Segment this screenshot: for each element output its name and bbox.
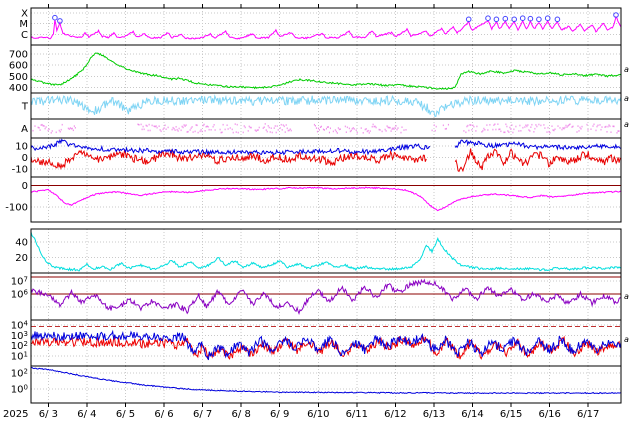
y-tick-label: 500 <box>9 72 28 83</box>
right-edge-mark: a <box>624 94 629 103</box>
panel-panel-t: T <box>21 92 622 120</box>
y-tick-label: -100 <box>5 203 28 214</box>
right-edge-mark: a <box>624 65 629 74</box>
y-tick-label: 103 <box>11 330 28 342</box>
y-tick-label: 700 <box>9 49 28 60</box>
series-cyan-index <box>30 231 622 272</box>
flare-event-marker-icon <box>613 12 619 18</box>
panel-panel-a: A <box>21 118 622 139</box>
panel-border <box>30 44 622 94</box>
x-tick-label: 6/ 9 <box>270 409 289 420</box>
y-tick-label: 100 <box>11 384 28 396</box>
x-tick-label: 6/10 <box>307 409 329 420</box>
series-dst <box>30 186 622 212</box>
y-tick-label: 600 <box>9 61 28 72</box>
y-tick-label: 40 <box>15 238 28 249</box>
right-edge-mark: a <box>624 335 629 344</box>
y-tick-label: M <box>19 19 28 30</box>
series-t-band <box>30 94 622 117</box>
x-tick-label: 6/ 5 <box>116 409 135 420</box>
flare-event-marker-icon <box>511 16 518 23</box>
y-tick-label: 102 <box>11 368 28 380</box>
panel-imf: 100-10 <box>12 137 622 178</box>
panel-dst: 0 -100 <box>5 176 622 223</box>
panel-border <box>30 176 622 223</box>
flare-event-marker-icon <box>544 15 551 22</box>
flare-event-marker-icon <box>485 15 491 22</box>
right-edge-mark: a <box>624 292 629 301</box>
x-tick-label: 6/13 <box>423 409 445 420</box>
x-tick-label: 6/ 6 <box>154 409 173 420</box>
right-edge-mark: a <box>624 120 629 129</box>
panel-border <box>30 272 622 321</box>
x-tick-label: 6/15 <box>500 409 522 420</box>
flare-event-marker-icon <box>527 15 534 22</box>
x-tick-label: 6/17 <box>577 409 599 420</box>
x-axis: 6/ 3 6/ 4 6/ 5 6/ 6 6/ 7 6/ 8 6/ 9 6/10 6/11 6/12… <box>3 4 599 420</box>
series-a-dots <box>30 123 620 134</box>
x-tick-label: 6/12 <box>384 409 406 420</box>
flare-event-marker-icon <box>493 16 500 23</box>
flare-event-marker-icon <box>554 16 561 23</box>
flare-event-marker-icon <box>536 16 542 23</box>
y-tick-label: 104 <box>11 320 29 332</box>
y-tick-label: 10 <box>15 142 28 153</box>
y-tick-label: 400 <box>9 83 28 94</box>
series-bz-red <box>30 148 622 173</box>
x-tick-label: 6/ 7 <box>193 409 212 420</box>
flare-event-marker-icon <box>57 18 63 24</box>
flare-event-marker-icon <box>519 15 526 22</box>
y-tick-label: 0 <box>22 181 28 192</box>
series-decay-blue <box>31 367 621 395</box>
series-electrons <box>30 278 622 315</box>
x-tick-label: 6/11 <box>346 409 368 420</box>
panel-xray-flux: XMC <box>19 7 622 46</box>
x-tick-label: 6/14 <box>461 409 483 420</box>
y-tick-label: T <box>21 102 29 113</box>
panel-border <box>30 228 622 274</box>
panel-border <box>30 365 622 404</box>
series-xray <box>30 15 622 40</box>
y-tick-label: A <box>21 124 28 135</box>
x-tick-label: 6/ 4 <box>77 409 96 420</box>
x-tick-label: 6/ 8 <box>232 409 251 420</box>
y-tick-label: 101 <box>11 350 28 362</box>
y-tick-label: C <box>21 30 28 41</box>
flare-event-marker-icon <box>502 15 509 22</box>
y-tick-label: 20 <box>15 253 28 264</box>
y-tick-label: X <box>21 8 28 19</box>
x-tick-label: 6/16 <box>538 409 560 420</box>
series-speed <box>30 52 622 90</box>
flare-event-marker-icon <box>465 16 472 23</box>
y-tick-label: -10 <box>12 165 28 176</box>
series-protons-blue <box>30 329 622 361</box>
flare-event-marker-icon <box>52 14 58 21</box>
x-tick-label: 6/ 3 <box>39 409 58 420</box>
y-tick-label: 107 <box>11 275 28 287</box>
y-tick-label: 106 <box>11 288 29 300</box>
y-tick-label: 102 <box>11 340 28 352</box>
year-label: 2025 <box>3 409 28 420</box>
series-bt-blue <box>30 138 622 156</box>
y-tick-label: 0 <box>22 153 28 164</box>
